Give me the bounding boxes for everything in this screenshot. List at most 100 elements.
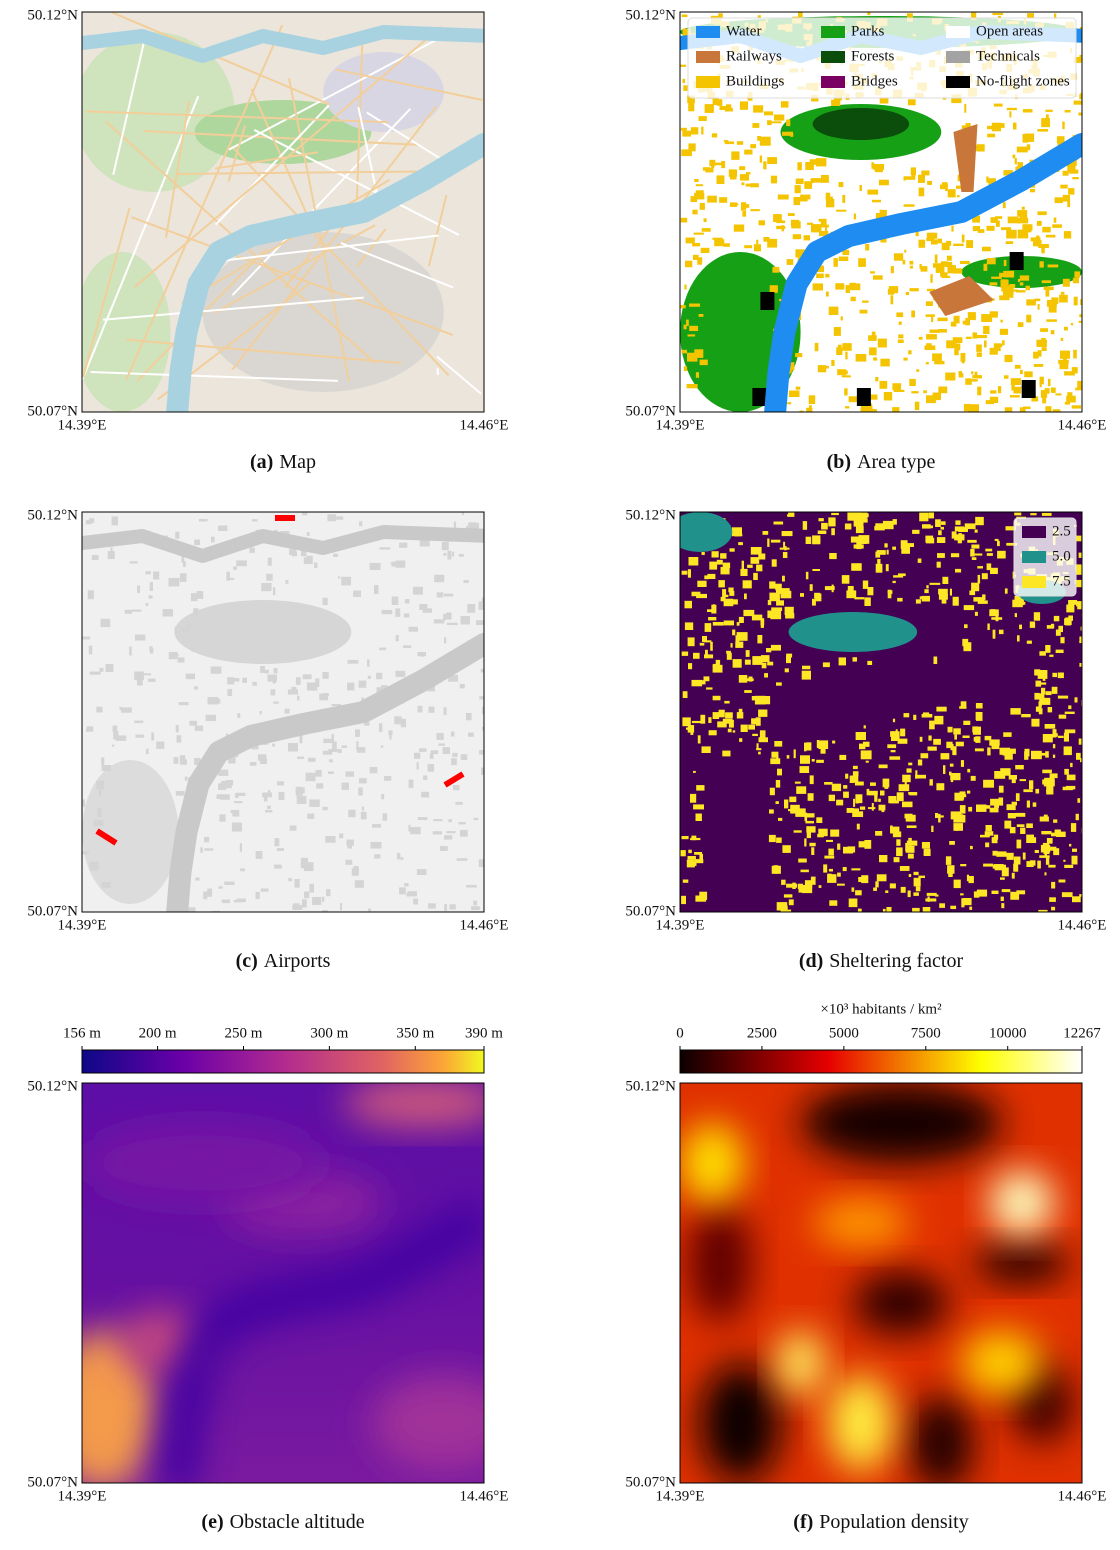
building (966, 337, 972, 339)
building (1046, 114, 1049, 123)
building (452, 552, 454, 557)
building (783, 542, 785, 549)
building (1072, 177, 1079, 179)
area (909, 1395, 973, 1491)
building (1026, 315, 1031, 323)
building (1035, 850, 1039, 853)
building (423, 775, 427, 780)
building (1042, 280, 1051, 283)
building (953, 728, 961, 734)
building (407, 891, 417, 896)
building (787, 755, 790, 759)
building (689, 557, 699, 566)
building (961, 353, 966, 362)
building (316, 770, 322, 777)
building (877, 559, 880, 564)
building (417, 762, 419, 769)
building (964, 624, 968, 628)
building (1024, 751, 1028, 759)
building (1037, 221, 1042, 226)
building (744, 678, 754, 681)
building (767, 539, 769, 547)
building (409, 627, 418, 632)
building (1029, 780, 1033, 789)
building (954, 735, 957, 740)
colorbar-tick-label: 250 m (225, 1025, 263, 1041)
building (963, 642, 971, 651)
building (985, 831, 994, 836)
building (1054, 218, 1057, 223)
building (986, 177, 988, 183)
building (224, 882, 234, 886)
building (690, 727, 693, 735)
building (292, 905, 302, 910)
building (908, 99, 916, 105)
building (256, 892, 260, 899)
building (737, 141, 743, 145)
building (279, 792, 285, 800)
building (396, 635, 399, 641)
colorbar-tick-label: 12267 (1063, 1025, 1101, 1041)
map-panel (74, 12, 492, 420)
building (1033, 912, 1040, 919)
area (813, 108, 909, 140)
building (701, 127, 703, 135)
building (740, 174, 749, 181)
building (745, 660, 751, 665)
building (843, 785, 847, 789)
building (999, 273, 1007, 277)
building (953, 818, 964, 822)
building (396, 561, 406, 568)
building (972, 726, 977, 732)
building (759, 220, 766, 225)
building (826, 840, 833, 842)
building (769, 835, 776, 842)
building (267, 806, 271, 809)
building (1067, 392, 1072, 399)
building (816, 274, 824, 279)
building (964, 104, 966, 113)
building (447, 623, 458, 625)
building (911, 311, 915, 318)
building (1017, 147, 1028, 153)
building (767, 662, 773, 666)
building (1061, 292, 1065, 295)
building (989, 609, 999, 616)
building (922, 842, 930, 849)
building (996, 851, 1006, 856)
building (894, 857, 900, 862)
building (797, 162, 802, 170)
building (434, 619, 445, 623)
building (985, 805, 991, 809)
building (984, 264, 988, 271)
building (688, 637, 695, 646)
building (690, 838, 700, 840)
building (1058, 673, 1064, 679)
building (914, 878, 921, 887)
building (1064, 746, 1072, 755)
building (747, 565, 753, 568)
building (705, 623, 712, 632)
caption-label: (d) (799, 950, 823, 972)
colorbar-tick-label: 2500 (747, 1025, 777, 1041)
building (700, 643, 705, 646)
building (700, 203, 705, 210)
building (121, 707, 132, 712)
building (1075, 388, 1082, 391)
building (277, 848, 284, 851)
building (694, 852, 702, 855)
building (846, 285, 850, 293)
building (277, 781, 284, 785)
building (1060, 185, 1067, 189)
building (451, 732, 455, 737)
building (131, 610, 141, 612)
building (826, 199, 834, 207)
building (359, 681, 367, 688)
building (340, 903, 342, 910)
building (796, 387, 801, 390)
building (987, 258, 996, 264)
caption-label: (a) (250, 451, 273, 473)
building (898, 334, 903, 338)
building (428, 707, 434, 713)
building (922, 524, 931, 528)
